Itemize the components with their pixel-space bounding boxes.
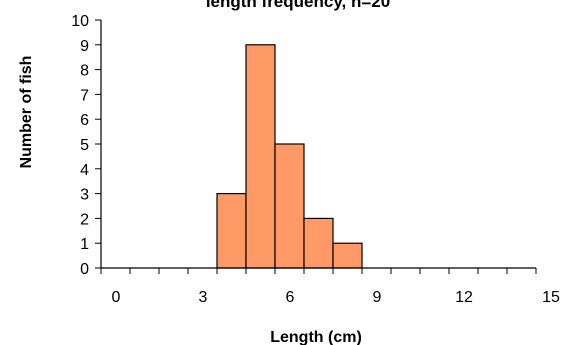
chart-title: length frequency, n=20 xyxy=(206,0,390,11)
y-tick-label: 10 xyxy=(71,13,89,30)
y-tick-label: 1 xyxy=(80,236,89,253)
x-tick-label: 6 xyxy=(286,289,295,306)
y-tick-label: 6 xyxy=(80,112,89,129)
histogram-bar-8-9 xyxy=(332,242,363,269)
y-tick-label: 0 xyxy=(80,261,89,278)
y-tick-label: 7 xyxy=(80,87,89,104)
y-tick-label: 3 xyxy=(80,187,89,204)
y-tick-label: 5 xyxy=(80,137,89,154)
histogram-bar-6-7 xyxy=(274,143,305,269)
bars-group xyxy=(216,44,363,269)
y-axis-ticks: 0 1 2 3 4 5 6 7 8 9 10 xyxy=(71,13,101,278)
x-tick-label: 3 xyxy=(199,289,208,306)
histogram-bar-4-5 xyxy=(216,193,247,269)
histogram-bar-7-8 xyxy=(303,217,334,269)
y-tick-label: 2 xyxy=(80,211,89,228)
x-tick-label: 9 xyxy=(373,289,382,306)
x-tick-label: 12 xyxy=(455,289,473,306)
x-axis-ticks: 0 3 6 9 12 15 xyxy=(100,268,560,306)
y-tick-label: 9 xyxy=(80,38,89,55)
x-tick-label: 15 xyxy=(542,289,560,306)
y-axis-title: Number of fish xyxy=(18,56,35,169)
y-tick-label: 4 xyxy=(80,162,89,179)
y-tick-label: 8 xyxy=(80,63,89,80)
histogram-bar-5-6 xyxy=(245,44,276,269)
x-tick-label: 0 xyxy=(112,289,121,306)
x-axis-title: Length (cm) xyxy=(270,329,362,345)
